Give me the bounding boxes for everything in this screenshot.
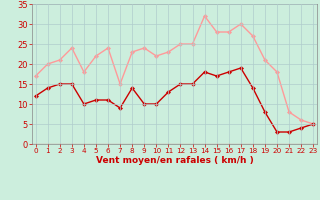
- X-axis label: Vent moyen/en rafales ( km/h ): Vent moyen/en rafales ( km/h ): [96, 156, 253, 165]
